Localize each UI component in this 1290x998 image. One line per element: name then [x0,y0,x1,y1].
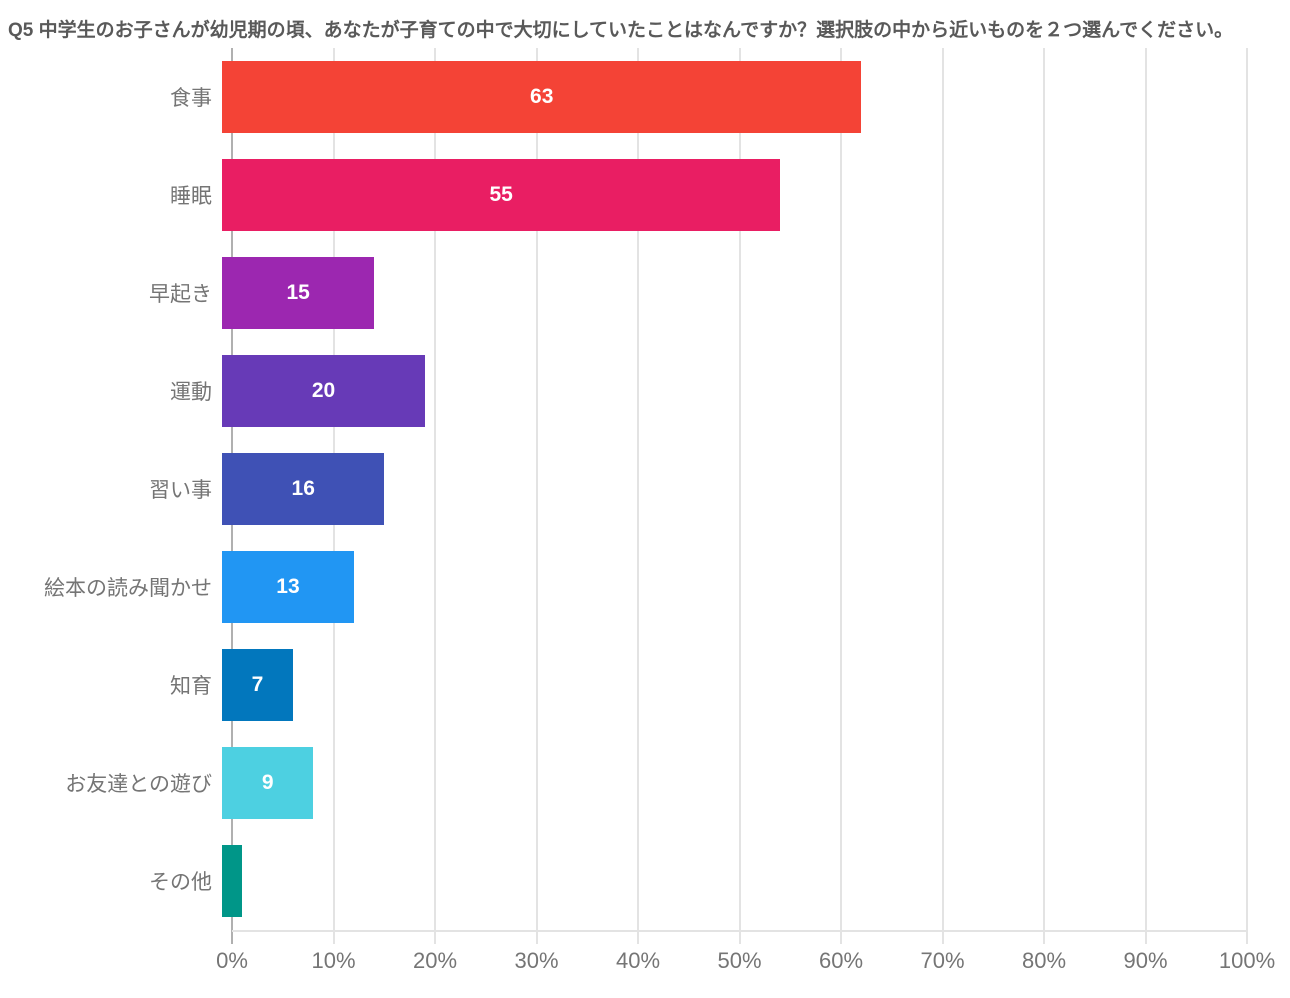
x-axis-tick-label: 30% [514,948,559,973]
chart-row: 知育 7 [0,636,1290,734]
bar-track: 7 [222,636,1237,734]
bar-6: 7 [222,649,294,721]
category-label: 食事 [170,87,212,110]
x-axis: 0% 10% 20% 30% 40% 50% 60% 70% 80% 90% 100% [216,948,1275,978]
x-axis-tick-label: 80% [1021,948,1067,973]
bar-track: 20 [222,342,1237,440]
bar-1: 55 [222,159,781,231]
bar-value-label: 55 [489,183,513,206]
x-axis-tick-label: 40% [615,948,661,973]
bar-5: 13 [222,551,354,623]
x-axis-tick-label: 100% [1218,948,1276,973]
bar-value-label: 7 [251,673,264,696]
bar-3: 20 [222,355,425,427]
category-label: 絵本の読み聞かせ [44,577,212,600]
plot-area: 食事 63 睡眠 55 早起き 15 運動 20 習い事 16 絵本の読み聞かせ 13 知育 7 お友達との… [0,48,1290,930]
bar-value-label: 15 [286,281,310,304]
chart-title: Q5 中学生のお子さんが幼児期の頃、あなたが子育ての中で大切にしていたことはなん… [8,20,1234,41]
category-label: 運動 [170,381,212,404]
x-axis-tick-label: 70% [920,948,965,973]
x-axis-tick-label: 90% [1123,948,1168,973]
chart-row: 習い事 16 [0,440,1290,538]
x-axis-baseline [232,930,1247,932]
chart-row: 運動 20 [0,342,1290,440]
chart-row: 早起き 15 [0,244,1290,342]
category-label: お友達との遊び [65,773,212,796]
bar-track: 15 [222,244,1237,342]
bar-8 [222,845,243,917]
bar-2: 15 [222,257,375,329]
chart-row: 食事 63 [0,48,1290,146]
bar-track: 13 [222,538,1237,636]
bar-value-label: 9 [261,771,274,794]
bar-track: 63 [222,48,1237,146]
chart-row: その他 [0,832,1290,930]
bar-value-label: 20 [311,379,336,402]
chart-row: 睡眠 55 [0,146,1290,244]
bar-value-label: 13 [276,575,300,598]
category-label: 睡眠 [170,185,212,208]
chart-row: 絵本の読み聞かせ 13 [0,538,1290,636]
x-axis-tick-label: 60% [818,948,864,973]
bar-0: 63 [222,61,862,133]
bar-value-label: 63 [530,85,554,108]
bar-track: 9 [222,734,1237,832]
category-label: 早起き [149,283,212,306]
bar-4: 16 [222,453,385,525]
category-label: その他 [149,871,212,894]
bar-track: 16 [222,440,1237,538]
x-axis-tick-label: 50% [717,948,762,973]
category-label: 知育 [170,675,212,698]
x-axis-tick-label: 0% [216,948,248,973]
bar-track [222,832,1237,930]
bar-value-label: 16 [291,477,315,500]
chart-row: お友達との遊び 9 [0,734,1290,832]
bar-7: 9 [222,747,314,819]
x-axis-tick-label: 20% [412,948,458,973]
category-label: 習い事 [149,479,212,502]
x-axis-tick-label: 10% [311,948,356,973]
bar-track: 55 [222,146,1237,244]
